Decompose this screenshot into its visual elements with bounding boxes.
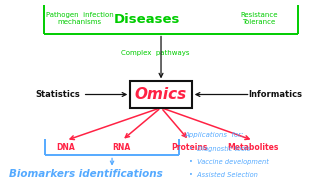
Text: RNA: RNA: [113, 143, 131, 153]
Text: Omics: Omics: [135, 87, 187, 102]
FancyBboxPatch shape: [130, 81, 192, 108]
Text: Pathogen  infection
mechanisms: Pathogen infection mechanisms: [46, 12, 114, 25]
Text: Applications  for:: Applications for:: [185, 132, 244, 138]
Text: Statistics: Statistics: [35, 90, 80, 99]
Text: •  Diagnostic tools: • Diagnostic tools: [189, 146, 250, 152]
Text: Metabolites: Metabolites: [228, 143, 279, 153]
Text: Informatics: Informatics: [249, 90, 303, 99]
Text: Diseases: Diseases: [114, 13, 180, 26]
Text: •  Assisted Selection: • Assisted Selection: [189, 172, 258, 178]
Text: DNA: DNA: [56, 143, 75, 153]
Text: Proteins: Proteins: [171, 143, 207, 153]
Text: Complex  pathways: Complex pathways: [121, 50, 190, 56]
Text: •  Vaccine development: • Vaccine development: [189, 159, 269, 165]
Text: Biomarkers identifications: Biomarkers identifications: [9, 169, 162, 179]
Text: Resistance
Tolerance: Resistance Tolerance: [240, 12, 278, 25]
